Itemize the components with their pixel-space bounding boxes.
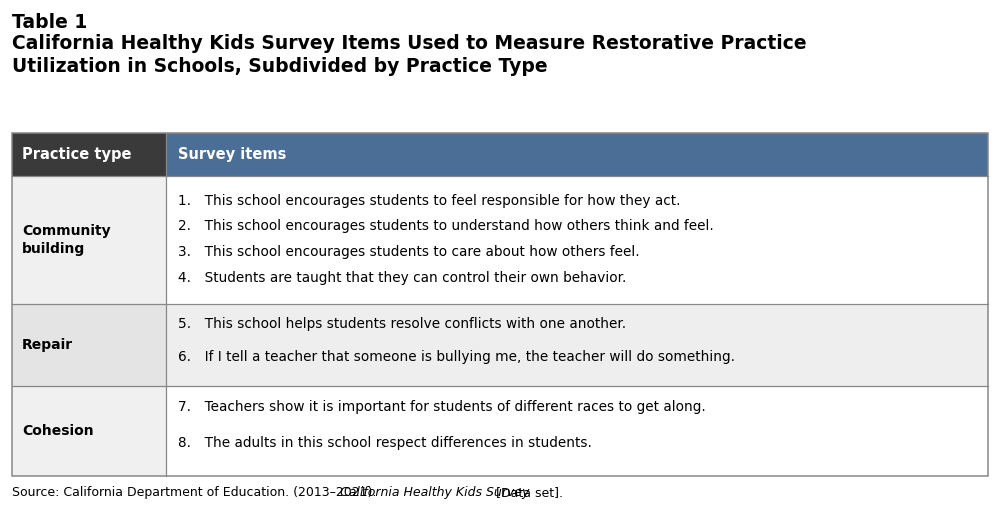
Bar: [166, 386, 988, 476]
Text: 8. The adults in this school respect differences in students.: 8. The adults in this school respect dif…: [178, 436, 592, 450]
Text: 7. Teachers show it is important for students of different races to get along.: 7. Teachers show it is important for stu…: [178, 400, 706, 414]
Text: Repair: Repair: [22, 338, 73, 352]
Text: Table 1: Table 1: [12, 13, 87, 32]
Text: 6. If I tell a teacher that someone is bullying me, the teacher will do somethin: 6. If I tell a teacher that someone is b…: [178, 350, 735, 364]
Bar: [166, 133, 988, 175]
Text: Source: California Department of Education. (2013–2021).: Source: California Department of Educati…: [12, 486, 380, 499]
Bar: [12, 133, 166, 175]
Text: California Healthy Kids Survey Items Used to Measure Restorative Practice
Utiliz: California Healthy Kids Survey Items Use…: [12, 34, 807, 75]
Text: 2. This school encourages students to understand how others think and feel.: 2. This school encourages students to un…: [178, 219, 714, 233]
Bar: [166, 304, 988, 386]
Bar: [12, 133, 988, 476]
Bar: [12, 386, 166, 476]
Bar: [12, 304, 166, 386]
Text: 1. This school encourages students to feel responsible for how they act.: 1. This school encourages students to fe…: [178, 193, 681, 207]
Text: [Data set].: [Data set].: [492, 486, 563, 499]
Text: Practice type: Practice type: [22, 147, 132, 162]
Bar: [166, 175, 988, 304]
Text: California Healthy Kids Survey: California Healthy Kids Survey: [340, 486, 529, 499]
Bar: [12, 175, 166, 304]
Text: Community
building: Community building: [22, 224, 111, 256]
Text: 5. This school helps students resolve conflicts with one another.: 5. This school helps students resolve co…: [178, 317, 626, 331]
Text: Cohesion: Cohesion: [22, 424, 94, 438]
Text: 4. Students are taught that they can control their own behavior.: 4. Students are taught that they can con…: [178, 271, 627, 285]
Text: Survey items: Survey items: [178, 147, 287, 162]
Text: 3. This school encourages students to care about how others feel.: 3. This school encourages students to ca…: [178, 245, 640, 259]
